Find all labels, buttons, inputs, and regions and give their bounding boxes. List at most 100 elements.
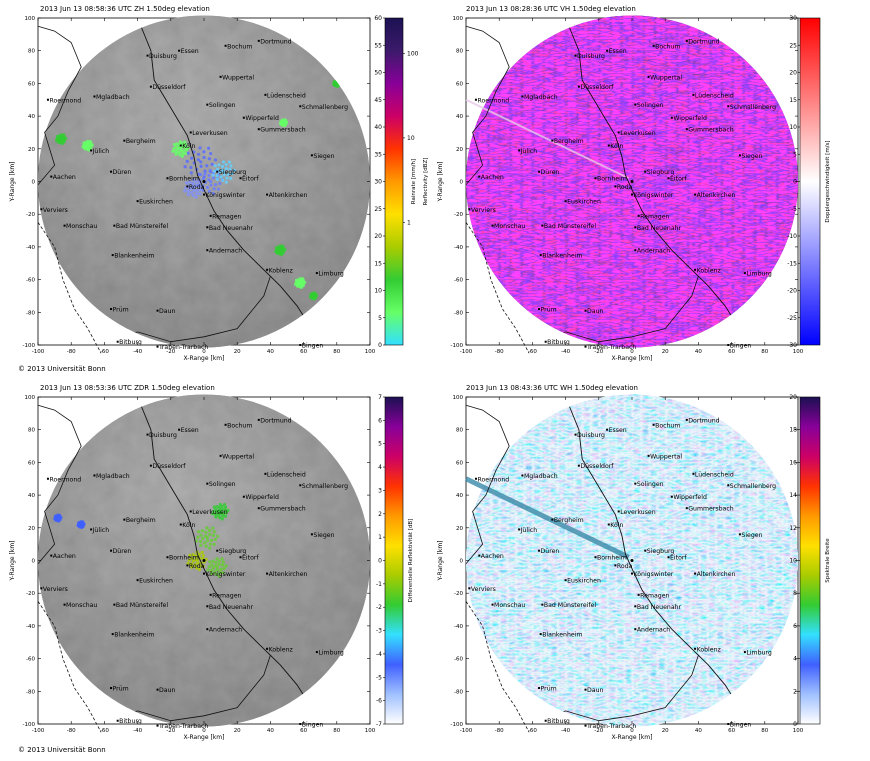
echo-pixel [190,185,195,189]
colorbar-tick-label: 6 [378,417,382,424]
echo-pixel [222,173,226,177]
colorbar-tick-label: -10 [787,233,797,240]
echo-pixel [201,536,205,540]
city-marker [478,175,481,178]
echo-pixel [203,172,207,176]
city-marker [607,144,610,147]
colorbar-tick-label: 10 [789,124,797,131]
echo-pixel [187,558,191,562]
colorbar-tick-label: 40 [374,124,382,131]
border-line [37,25,82,186]
echo-pixel [204,530,208,534]
echo-pixel [184,143,188,147]
x-tick-label: 60 [728,349,735,355]
echo-pixel [214,560,218,565]
colorbar-tick-label: 4 [378,464,382,471]
colorbar-tick-label: -25 [787,315,797,322]
city-label: Euskirchen [139,199,173,206]
echo-pixel [205,164,209,168]
panel-zdr: 2013 Jun 13 08:53:36 UTC ZDR 1.50deg ele… [9,384,414,741]
y-tick-label: 0 [32,180,36,186]
city-label: Duisburg [149,432,177,439]
city-label: Traben-Trarbach [586,344,636,351]
echo-pixel [87,148,91,152]
y-tick-label: 100 [453,16,464,22]
echo-pixel [224,511,228,515]
x-tick-label: 0 [630,349,634,355]
city-marker [111,633,114,636]
city-label: Bad Münstereifel [544,223,596,230]
echo-pixel [279,119,283,123]
city-marker [90,528,93,531]
city-marker [617,510,620,513]
echo-pixel [57,519,61,523]
y-tick-label: 0 [460,559,464,565]
echo-pixel [196,188,200,192]
x-tick-label: -60 [528,349,537,355]
panel-header: 2013 Jun 13 08:53:36 UTC ZDR 1.50deg ele… [40,384,215,392]
y-tick-label: 80 [456,49,463,55]
echo-pixel [212,530,216,534]
x-tick-label: 20 [662,349,669,355]
echo-pixel [221,514,225,518]
city-label: Remagen [212,213,241,220]
colorbar-tick-label: -3 [376,628,382,635]
echo-pixel [221,571,225,575]
city-label: Bitburg [119,718,142,725]
echo-pixel [190,556,194,560]
echo-pixel [219,175,223,179]
city-label: Monschau [66,223,97,230]
echo-pixel [314,293,319,298]
city-marker [206,103,209,106]
y-tick-label: -100 [451,343,464,349]
echo-pixel [199,187,203,192]
city-marker [40,587,43,590]
city-marker [644,549,647,552]
echo-pixel [215,557,219,561]
colorbar [799,396,821,725]
city-marker [474,98,477,101]
border-line [465,25,510,186]
echo-pixel [175,147,180,151]
y-tick-label: 40 [28,114,35,120]
city-marker [178,428,181,431]
city-marker [667,177,670,180]
city-marker [538,170,541,173]
city-marker [634,249,637,252]
city-marker [189,131,192,134]
colorbar-tick-label: 50 [374,70,382,77]
city-label: Limburg [318,650,343,657]
city-marker [63,603,66,606]
echo-pixel [220,168,224,172]
colorbar-tick-label: 1 [378,534,382,541]
echo-pixel [227,160,232,164]
colorbar-tick-label: 20 [374,233,382,240]
city-label: Roermond [477,476,509,483]
colorbar-tick-label: 35 [374,151,382,158]
echo-pixel [191,181,195,186]
city-marker [551,139,554,142]
city-label: Siegburg [219,169,247,176]
x-tick-label: -40 [561,349,570,355]
city-marker [694,647,697,650]
echo-pixel [213,537,217,541]
city-marker [727,723,730,725]
echo-pixel [303,280,307,284]
echo-pixel [186,193,191,197]
echo-pixel [192,189,196,193]
colorbar-tick-label: 14 [789,492,797,499]
colorbar-tick-label: 6 [793,623,797,630]
city-label: Bornheim [597,555,627,562]
city-label: Bitburg [547,718,570,725]
city-label: Schmallenberg [730,483,776,490]
city-label: Daun [587,308,603,315]
city-label: Altenkirchen [269,571,308,578]
colorbar-tick-label: 0 [793,721,797,728]
colorbar-secondary-title: Rainrate [mm/h] [411,159,417,204]
city-marker [266,572,269,575]
echo-pixel [184,148,189,152]
echo-pixel [309,292,313,296]
city-label: Bingen [730,722,752,729]
city-label: Lüdenscheid [695,471,734,478]
city-label: Koblenz [697,646,721,653]
